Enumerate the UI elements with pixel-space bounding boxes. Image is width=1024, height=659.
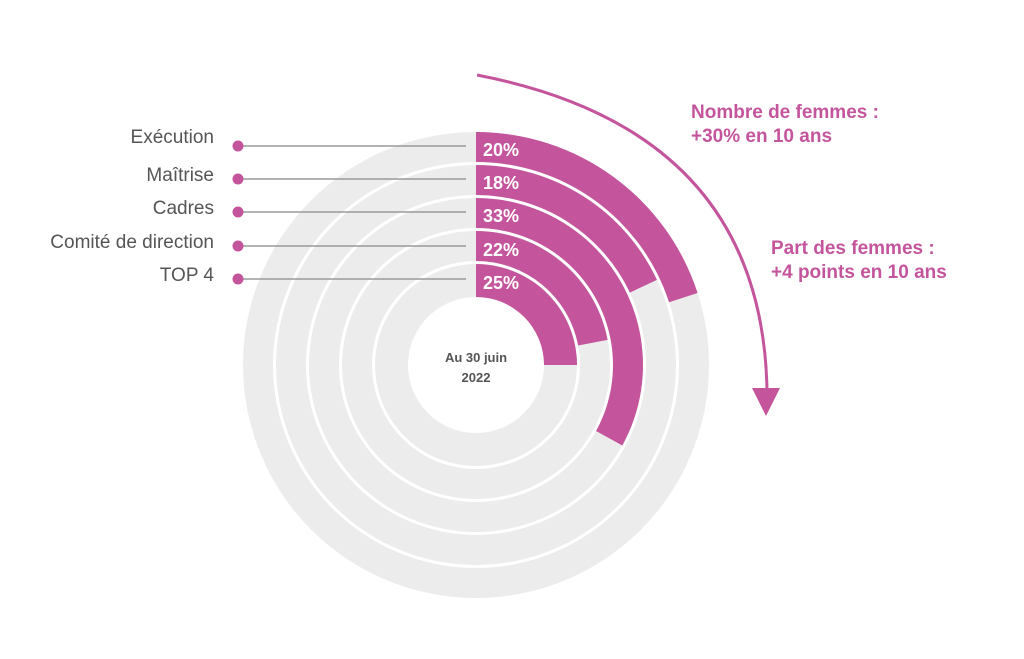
ring-bar-3: [476, 198, 643, 446]
category-labels: Exécution Maîtrise Cadres Comité de directi…: [50, 127, 214, 286]
category-label: TOP 4: [160, 265, 215, 286]
leader-dot: [232, 240, 244, 252]
leader-dot: [232, 273, 244, 285]
annotation-women-share-title: Part des femmes :: [771, 238, 935, 259]
leader-dot: [232, 140, 244, 152]
ring-bar-1: [476, 132, 698, 303]
trend-arrow: [476, 73, 769, 391]
leader-dot: [232, 173, 244, 185]
category-label: Exécution: [131, 127, 214, 148]
ring-bar-2: [476, 165, 657, 293]
leader-lines: [232, 140, 466, 285]
category-label: Maîtrise: [146, 165, 214, 186]
ring-gap-5: [408, 297, 544, 433]
value-label: 18%: [483, 173, 519, 193]
annotation-women-count-title: Nombre de femmes :: [691, 102, 879, 123]
value-label: 22%: [483, 240, 519, 260]
ring-bar-4: [476, 231, 608, 346]
value-label: 33%: [483, 206, 519, 226]
annotation-women-share-value: +4 points en 10 ans: [771, 262, 947, 283]
category-label: Comité de direction: [50, 232, 214, 253]
ring-bar-5: [476, 264, 577, 365]
center-label-line-2: 2022: [462, 370, 491, 385]
value-label: 25%: [483, 273, 519, 293]
category-label: Cadres: [153, 198, 214, 219]
ring-bars: [476, 132, 698, 446]
value-label: 20%: [483, 140, 519, 160]
leader-dot: [232, 206, 244, 218]
annotation-women-count-value: +30% en 10 ans: [691, 126, 832, 147]
trend-arrowhead: [752, 388, 780, 416]
percentage-labels: 20% 18% 33% 22% 25%: [483, 140, 519, 293]
center-label-line-1: Au 30 juin: [445, 350, 507, 365]
